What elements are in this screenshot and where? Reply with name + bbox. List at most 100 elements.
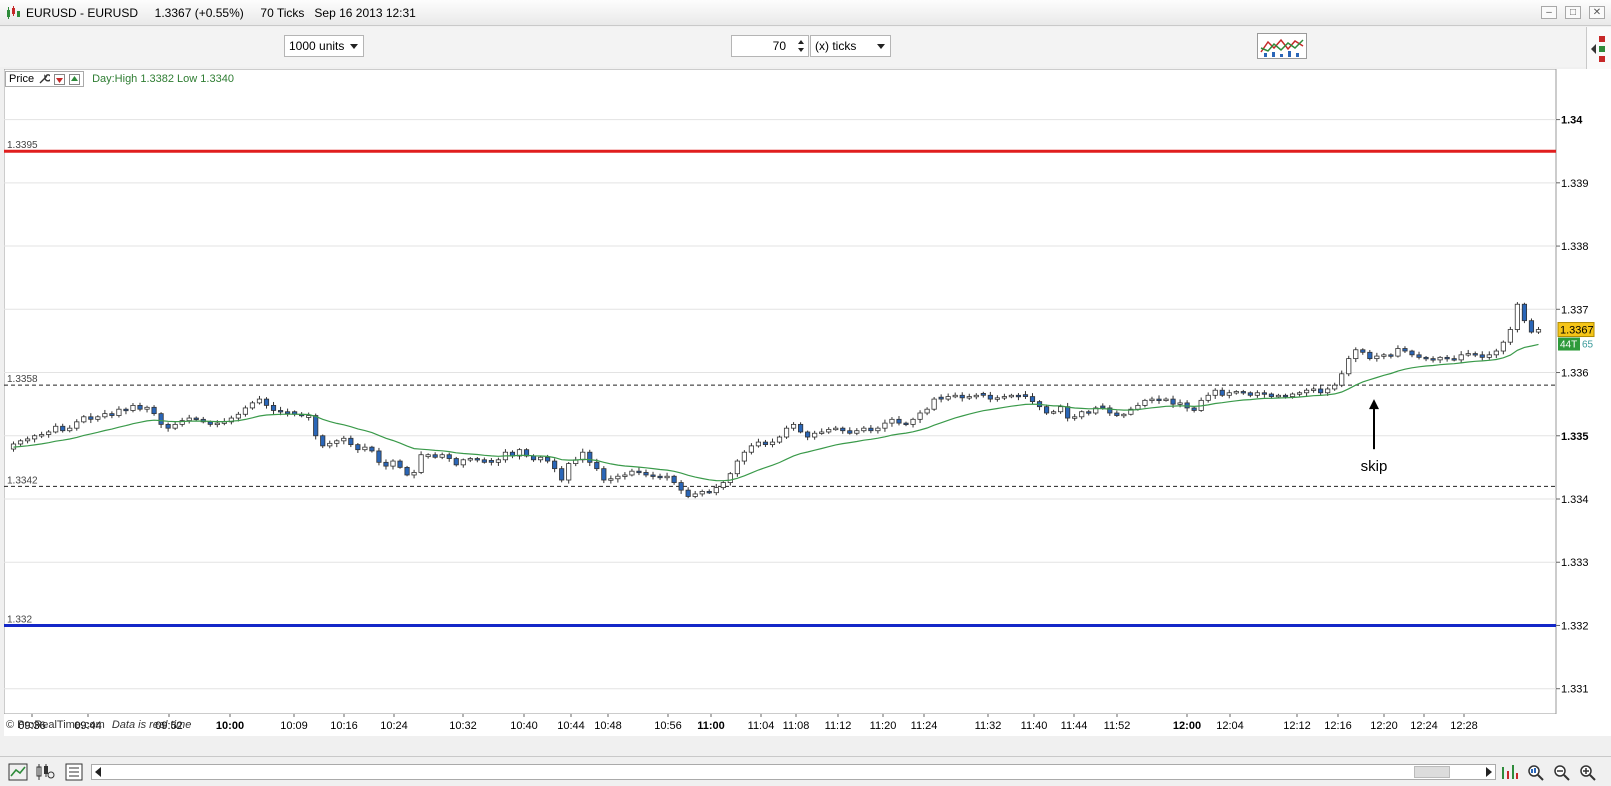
candle[interactable] xyxy=(1318,385,1324,396)
candle[interactable] xyxy=(88,413,94,424)
candle[interactable] xyxy=(1072,413,1078,421)
candle[interactable] xyxy=(833,425,839,431)
candlestick-settings-icon[interactable] xyxy=(35,763,55,781)
candle[interactable] xyxy=(306,412,312,421)
candle[interactable] xyxy=(615,473,621,483)
price-chart[interactable]: 1.3395 1.3358 1.3342 1.332 1.34 1.339 1.338 1.… xyxy=(3,68,1611,736)
candle[interactable] xyxy=(172,421,178,431)
candle[interactable] xyxy=(1029,393,1036,404)
chart-type-icon[interactable] xyxy=(8,763,28,781)
candle[interactable] xyxy=(973,393,979,400)
ticks-spinner[interactable]: 70 xyxy=(731,35,809,57)
candle[interactable] xyxy=(228,415,234,425)
candle[interactable] xyxy=(1303,388,1310,397)
candle[interactable] xyxy=(249,400,256,410)
candle[interactable] xyxy=(263,397,270,409)
candle[interactable] xyxy=(453,456,459,467)
candle[interactable] xyxy=(439,452,445,460)
candle[interactable] xyxy=(587,449,593,467)
candle[interactable] xyxy=(608,475,614,484)
candle[interactable] xyxy=(1121,412,1127,419)
candle[interactable] xyxy=(537,455,544,463)
candle[interactable] xyxy=(720,481,726,490)
candle[interactable] xyxy=(924,407,930,416)
candle[interactable] xyxy=(467,457,473,463)
move-down-icon[interactable] xyxy=(54,73,66,85)
candle[interactable] xyxy=(327,440,333,449)
candle[interactable] xyxy=(53,423,59,434)
candle[interactable] xyxy=(1381,353,1387,360)
candle[interactable] xyxy=(1360,348,1366,355)
candle[interactable] xyxy=(1247,391,1253,398)
candle[interactable] xyxy=(692,490,698,499)
candle[interactable] xyxy=(1444,355,1450,362)
candle[interactable] xyxy=(102,409,108,419)
candle[interactable] xyxy=(481,457,487,464)
candle[interactable] xyxy=(1015,393,1022,401)
candle[interactable] xyxy=(987,391,993,403)
candle[interactable] xyxy=(242,405,249,417)
candle[interactable] xyxy=(812,430,818,440)
candle[interactable] xyxy=(959,392,965,402)
candle[interactable] xyxy=(1451,355,1457,362)
candle[interactable] xyxy=(931,397,937,411)
candle[interactable] xyxy=(755,438,762,448)
candle[interactable] xyxy=(945,393,951,402)
zoom-fit-icon[interactable] xyxy=(1526,763,1546,781)
candle[interactable] xyxy=(783,425,790,439)
candle[interactable] xyxy=(559,466,565,483)
candle[interactable] xyxy=(1212,388,1218,399)
candle[interactable] xyxy=(1001,393,1007,401)
candle[interactable] xyxy=(411,469,417,479)
candle[interactable] xyxy=(151,405,157,416)
candle[interactable] xyxy=(425,453,431,459)
candle[interactable] xyxy=(1086,410,1092,416)
candle[interactable] xyxy=(235,411,241,422)
candle[interactable] xyxy=(790,422,797,431)
candle[interactable] xyxy=(1205,392,1211,403)
candle[interactable] xyxy=(664,472,670,481)
candle[interactable] xyxy=(1465,349,1471,357)
candle[interactable] xyxy=(1051,409,1057,415)
candle[interactable] xyxy=(516,448,523,460)
scrollbar-thumb[interactable] xyxy=(1414,766,1450,778)
candle[interactable] xyxy=(650,471,656,480)
candle[interactable] xyxy=(727,471,733,486)
candle[interactable] xyxy=(376,447,382,466)
spinner-down-icon[interactable] xyxy=(798,48,804,52)
candle[interactable] xyxy=(495,457,501,466)
price-chart-svg[interactable]: 1.3395 1.3358 1.3342 1.332 1.34 1.339 1.338 1.… xyxy=(3,68,1611,736)
candle[interactable] xyxy=(24,436,31,444)
candle[interactable] xyxy=(910,417,916,428)
candle[interactable] xyxy=(1458,351,1464,364)
candle[interactable] xyxy=(1479,351,1485,361)
candle[interactable] xyxy=(1367,349,1373,361)
restore-button[interactable]: □ xyxy=(1565,6,1581,19)
candle[interactable] xyxy=(1409,349,1415,358)
candle[interactable] xyxy=(875,426,881,434)
candle[interactable] xyxy=(776,435,783,444)
candle[interactable] xyxy=(882,419,888,432)
candle[interactable] xyxy=(95,415,101,422)
minimize-button[interactable]: – xyxy=(1541,6,1557,19)
candle[interactable] xyxy=(1507,326,1513,345)
auto-scale-icon[interactable] xyxy=(1500,763,1520,781)
candle[interactable] xyxy=(186,414,192,424)
candle[interactable] xyxy=(397,459,403,469)
candle[interactable] xyxy=(17,439,24,446)
candle[interactable] xyxy=(1430,356,1436,363)
candle[interactable] xyxy=(1163,397,1169,402)
candle[interactable] xyxy=(1268,392,1275,399)
candle[interactable] xyxy=(1416,351,1422,360)
candle[interactable] xyxy=(355,443,361,453)
candle[interactable] xyxy=(980,391,986,398)
candle[interactable] xyxy=(889,417,895,427)
wrench-icon[interactable] xyxy=(38,73,51,85)
candle[interactable] xyxy=(1472,351,1478,358)
time-axis-panel[interactable] xyxy=(4,714,1556,736)
candle[interactable] xyxy=(1191,406,1197,413)
candle[interactable] xyxy=(678,480,684,494)
candle[interactable] xyxy=(1233,390,1239,395)
candle[interactable] xyxy=(1346,355,1352,377)
candle[interactable] xyxy=(1114,410,1120,418)
